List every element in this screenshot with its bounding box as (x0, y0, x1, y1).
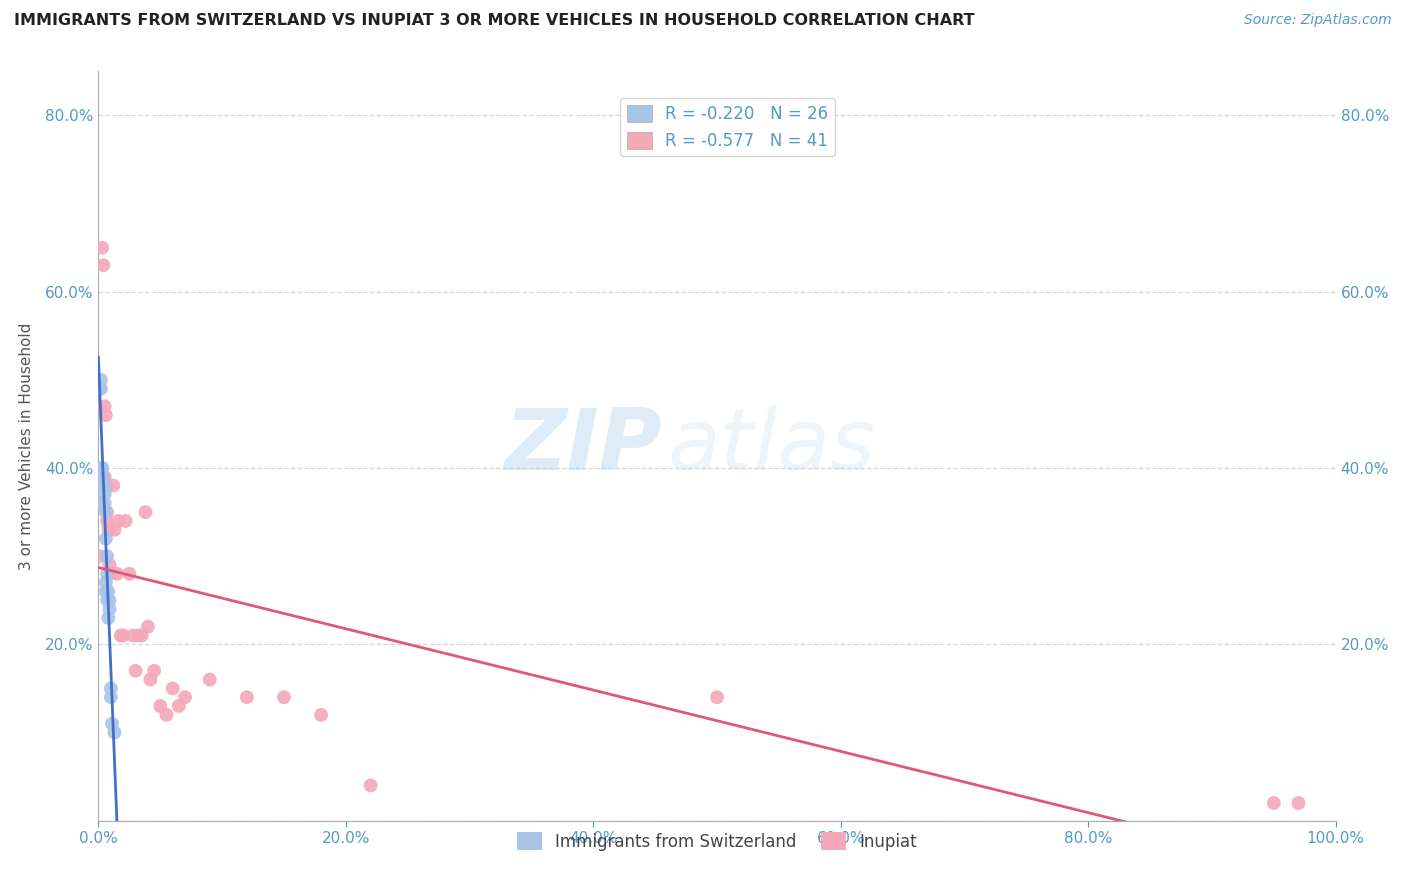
Point (127, 628, 149, 642)
Point (112, 628, 135, 642)
Point (94, 584, 117, 599)
Y-axis label: 3 or more Vehicles in Household: 3 or more Vehicles in Household (18, 322, 34, 570)
Point (93, 496, 115, 510)
Point (167, 699, 190, 714)
Text: Source: ZipAtlas.com: Source: ZipAtlas.com (1244, 13, 1392, 28)
Point (91, 461, 114, 475)
Point (93, 478, 115, 492)
Point (273, 690, 295, 705)
Point (100, 566, 122, 581)
Point (105, 566, 128, 581)
Point (100, 690, 122, 705)
Point (96, 593, 118, 607)
Point (96, 566, 118, 581)
Point (97, 611, 120, 625)
Text: IMMIGRANTS FROM SWITZERLAND VS INUPIAT 3 OR MORE VEHICLES IN HOUSEHOLD CORRELATI: IMMIGRANTS FROM SWITZERLAND VS INUPIAT 3… (14, 13, 974, 29)
Point (100, 681, 122, 696)
Point (93, 478, 115, 492)
Point (96, 505, 118, 519)
Point (174, 690, 197, 705)
Point (94, 478, 117, 492)
Point (198, 673, 221, 687)
Point (236, 690, 259, 705)
Point (110, 628, 132, 642)
Point (114, 514, 136, 528)
Point (96, 514, 118, 528)
Point (360, 778, 382, 792)
Point (93, 400, 115, 414)
Point (91, 496, 114, 510)
Point (93, 487, 115, 501)
Point (98, 558, 121, 572)
Point (107, 514, 129, 528)
Point (94, 532, 117, 546)
Point (309, 707, 332, 722)
Point (706, 690, 728, 705)
Point (101, 716, 124, 731)
Point (93, 258, 115, 272)
Point (90, 382, 112, 396)
Point (90, 373, 112, 387)
Point (124, 664, 146, 678)
Point (155, 707, 177, 722)
Point (134, 505, 156, 519)
Point (93, 470, 115, 484)
Point (94, 505, 117, 519)
Point (143, 664, 166, 678)
Text: ZIP: ZIP (503, 404, 661, 488)
Point (122, 628, 145, 642)
Point (98, 593, 121, 607)
Point (103, 725, 125, 739)
Point (89, 549, 111, 564)
Point (103, 523, 125, 537)
Point (1263, 796, 1285, 810)
Legend: Immigrants from Switzerland, Inupiat: Immigrants from Switzerland, Inupiat (510, 826, 924, 857)
Point (89, 382, 111, 396)
Point (139, 673, 162, 687)
Point (93, 470, 115, 484)
Point (97, 584, 120, 599)
Point (103, 478, 125, 492)
Point (94, 408, 117, 422)
Point (96, 549, 118, 564)
Point (94, 575, 117, 590)
Point (131, 628, 153, 642)
Point (97, 523, 120, 537)
Text: atlas: atlas (668, 404, 876, 488)
Point (149, 699, 172, 714)
Point (1288, 796, 1310, 810)
Point (118, 566, 141, 581)
Point (136, 620, 159, 634)
Point (91, 461, 114, 475)
Point (162, 681, 184, 696)
Point (91, 241, 114, 255)
Point (98, 602, 121, 616)
